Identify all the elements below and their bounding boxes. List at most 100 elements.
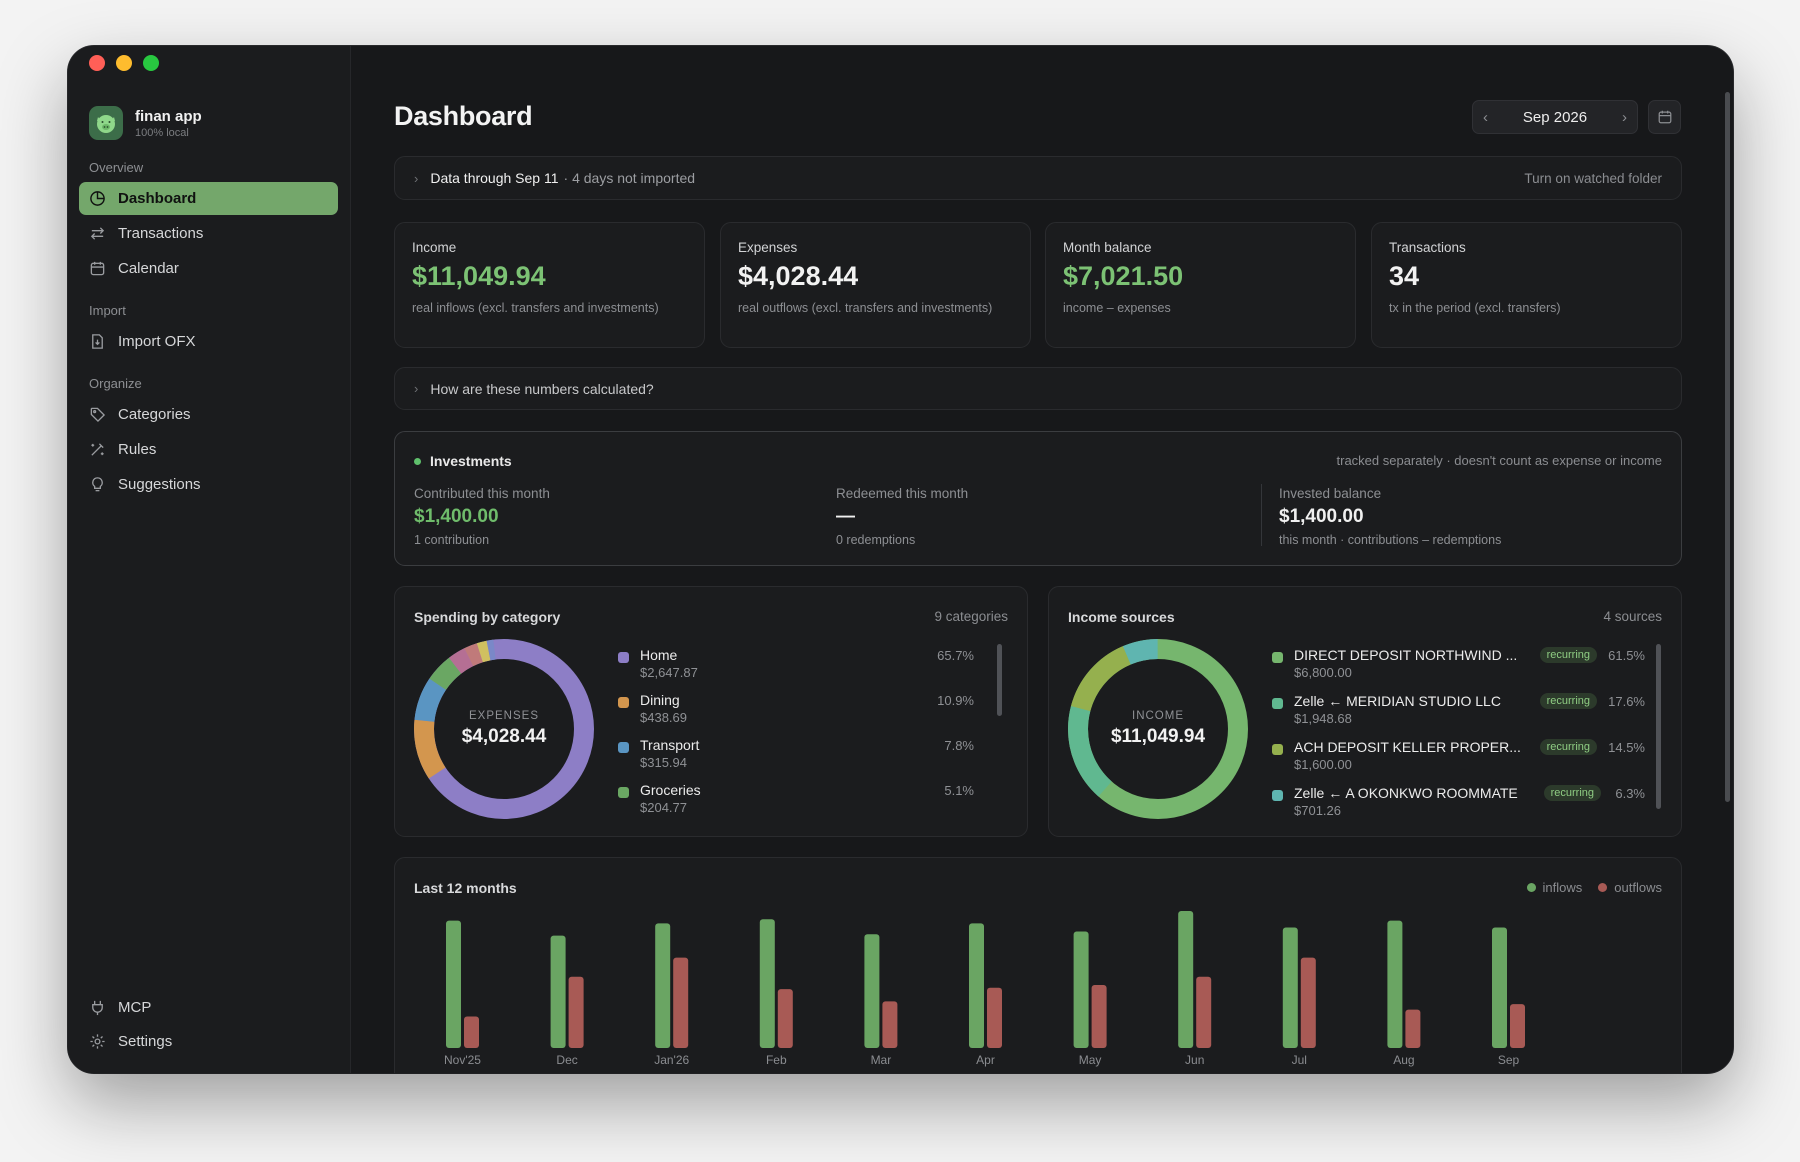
sidebar-item-rules[interactable]: Rules	[79, 433, 338, 466]
category-name: Home	[640, 647, 678, 663]
calendar-icon	[1658, 110, 1671, 124]
redeemed-value: —	[836, 506, 855, 527]
income-sources-title: Income sources	[1068, 609, 1175, 625]
banner-status: Data through Sep 11	[430, 170, 559, 186]
sidebar-item-settings[interactable]: Settings	[79, 1025, 338, 1058]
outflow-bar[interactable]	[568, 976, 584, 1048]
how-calculated-label: How are these numbers calculated?	[430, 380, 654, 397]
legend-scrollbar[interactable]	[997, 644, 1002, 716]
outflow-bar[interactable]	[777, 989, 793, 1048]
sidebar-item-mcp[interactable]: MCP	[79, 991, 338, 1024]
calendar-icon	[90, 261, 105, 276]
inflow-bar[interactable]	[1387, 920, 1403, 1048]
color-swatch	[618, 697, 629, 708]
import-status-banner[interactable]: › Data through Sep 11 · 4 days not impor…	[394, 156, 1682, 200]
color-swatch	[1272, 744, 1283, 755]
income-sources-count: 4 sources	[1603, 609, 1662, 624]
spending-donut-chart	[414, 639, 594, 819]
section-organize: Organize	[89, 376, 142, 391]
invested-balance-value: $1,400.00	[1279, 506, 1364, 527]
sidebar-item-label: Import OFX	[118, 333, 196, 350]
month-label[interactable]: Sep 2026	[1522, 108, 1588, 126]
legend-dot	[1598, 883, 1608, 892]
outflow-bar[interactable]	[1405, 1009, 1421, 1048]
stat-description: tx in the period (excl. transfers)	[1389, 301, 1561, 315]
pie-chart-icon	[90, 191, 105, 206]
outflow-bar[interactable]	[1196, 976, 1212, 1048]
x-tick-label: Nov'25	[444, 1053, 481, 1067]
outflow-bar[interactable]	[1091, 984, 1107, 1048]
outflow-bar[interactable]	[987, 987, 1002, 1048]
inflow-bar[interactable]	[1178, 911, 1194, 1048]
sidebar-item-label: Settings	[118, 1033, 173, 1050]
stat-description: real outflows (excl. transfers and inves…	[738, 301, 993, 315]
color-swatch	[1272, 698, 1283, 709]
inflow-bar[interactable]	[969, 923, 984, 1048]
lightbulb-icon	[92, 477, 103, 492]
calendar-button[interactable]	[1648, 100, 1681, 134]
inflow-bar[interactable]	[655, 923, 671, 1048]
list-item[interactable]: Zelle ← MERIDIAN STUDIO LLC $1,948.68 re…	[1272, 693, 1645, 739]
inflow-bar[interactable]	[1073, 931, 1089, 1048]
source-name: Zelle ← MERIDIAN STUDIO LLC	[1294, 693, 1501, 709]
donut-center-label: INCOME	[1132, 710, 1184, 722]
list-item[interactable]: Dining $438.69 10.9%	[618, 692, 974, 737]
chevron-left-icon[interactable]: ‹	[1483, 108, 1488, 126]
sidebar-item-calendar[interactable]: Calendar	[79, 252, 338, 285]
income-legend: DIRECT DEPOSIT NORTHWIND ... $6,800.00 r…	[1272, 647, 1645, 831]
month-picker: ‹ Sep 2026 ›	[1472, 100, 1638, 134]
list-item[interactable]: Zelle ← A OKONKWO ROOMMATE $701.26 recur…	[1272, 785, 1645, 831]
inflow-bar[interactable]	[759, 919, 775, 1048]
chevron-right-icon[interactable]: ›	[1621, 108, 1627, 126]
chevron-right-icon: ›	[414, 381, 419, 396]
spending-title: Spending by category	[414, 609, 561, 625]
window-scrollbar[interactable]	[1725, 92, 1730, 802]
close-window-button[interactable]	[89, 55, 105, 71]
contributed-value: $1,400.00	[414, 506, 499, 527]
list-item[interactable]: ACH DEPOSIT KELLER PROPER... $1,600.00 r…	[1272, 739, 1645, 785]
list-item[interactable]: Transport $315.94 7.8%	[618, 737, 974, 782]
inflow-bar[interactable]	[550, 935, 566, 1048]
outflow-bar[interactable]	[673, 957, 689, 1048]
sidebar-item-suggestions[interactable]: Suggestions	[79, 468, 338, 501]
sidebar-item-transactions[interactable]: Transactions	[79, 217, 338, 250]
sidebar-item-categories[interactable]: Categories	[79, 398, 338, 431]
x-tick-label: Feb	[766, 1053, 787, 1067]
income-sources-panel: Income sources 4 sources INCOME $11,049.…	[1048, 586, 1682, 837]
spending-donut-center: EXPENSES $4,028.44	[414, 639, 594, 819]
watched-folder-link[interactable]: Turn on watched folder	[1524, 170, 1662, 186]
brand: finan app 100% local	[89, 106, 202, 140]
stat-label: Expenses	[738, 240, 798, 255]
list-item[interactable]: DIRECT DEPOSIT NORTHWIND ... $6,800.00 r…	[1272, 647, 1645, 693]
category-percent: 65.7%	[937, 648, 974, 663]
maximize-window-button[interactable]	[143, 55, 159, 71]
source-name: Zelle ← A OKONKWO ROOMMATE	[1294, 785, 1518, 801]
source-amount: $6,800.00	[1294, 665, 1352, 680]
outflow-bar[interactable]	[882, 1001, 898, 1048]
status-dot	[414, 457, 421, 465]
sidebar-item-import-ofx[interactable]: Import OFX	[79, 325, 338, 358]
list-item[interactable]: Groceries $204.77 5.1%	[618, 782, 974, 827]
inflow-bar[interactable]	[446, 920, 461, 1048]
inflow-bar[interactable]	[1282, 927, 1298, 1048]
inflow-bar[interactable]	[864, 934, 880, 1048]
legend-scrollbar[interactable]	[1656, 644, 1661, 809]
legend-inflows-label: inflows	[1542, 880, 1583, 895]
x-tick-label: Sep	[1498, 1053, 1520, 1067]
app-name: finan app	[135, 107, 202, 125]
sidebar-item-label: Categories	[118, 406, 191, 423]
category-amount: $204.77	[640, 800, 687, 815]
outflow-bar[interactable]	[464, 1016, 479, 1048]
sidebar-item-dashboard[interactable]: Dashboard	[79, 182, 338, 215]
inflow-bar[interactable]	[1492, 927, 1507, 1048]
how-calculated-expander[interactable]: › How are these numbers calculated?	[394, 367, 1682, 410]
bar-chart: Nov'25 Dec Jan'26 Feb Mar Apr May Jun Jul Aug Sep	[444, 911, 1525, 1067]
category-amount: $438.69	[640, 710, 687, 725]
color-swatch	[618, 787, 629, 798]
list-item[interactable]: Home $2,647.87 65.7%	[618, 647, 974, 692]
minimize-window-button[interactable]	[116, 55, 132, 71]
divider	[1261, 484, 1262, 546]
outflow-bar[interactable]	[1300, 957, 1316, 1048]
outflow-bar[interactable]	[1510, 1004, 1525, 1048]
category-name: Transport	[640, 737, 700, 753]
